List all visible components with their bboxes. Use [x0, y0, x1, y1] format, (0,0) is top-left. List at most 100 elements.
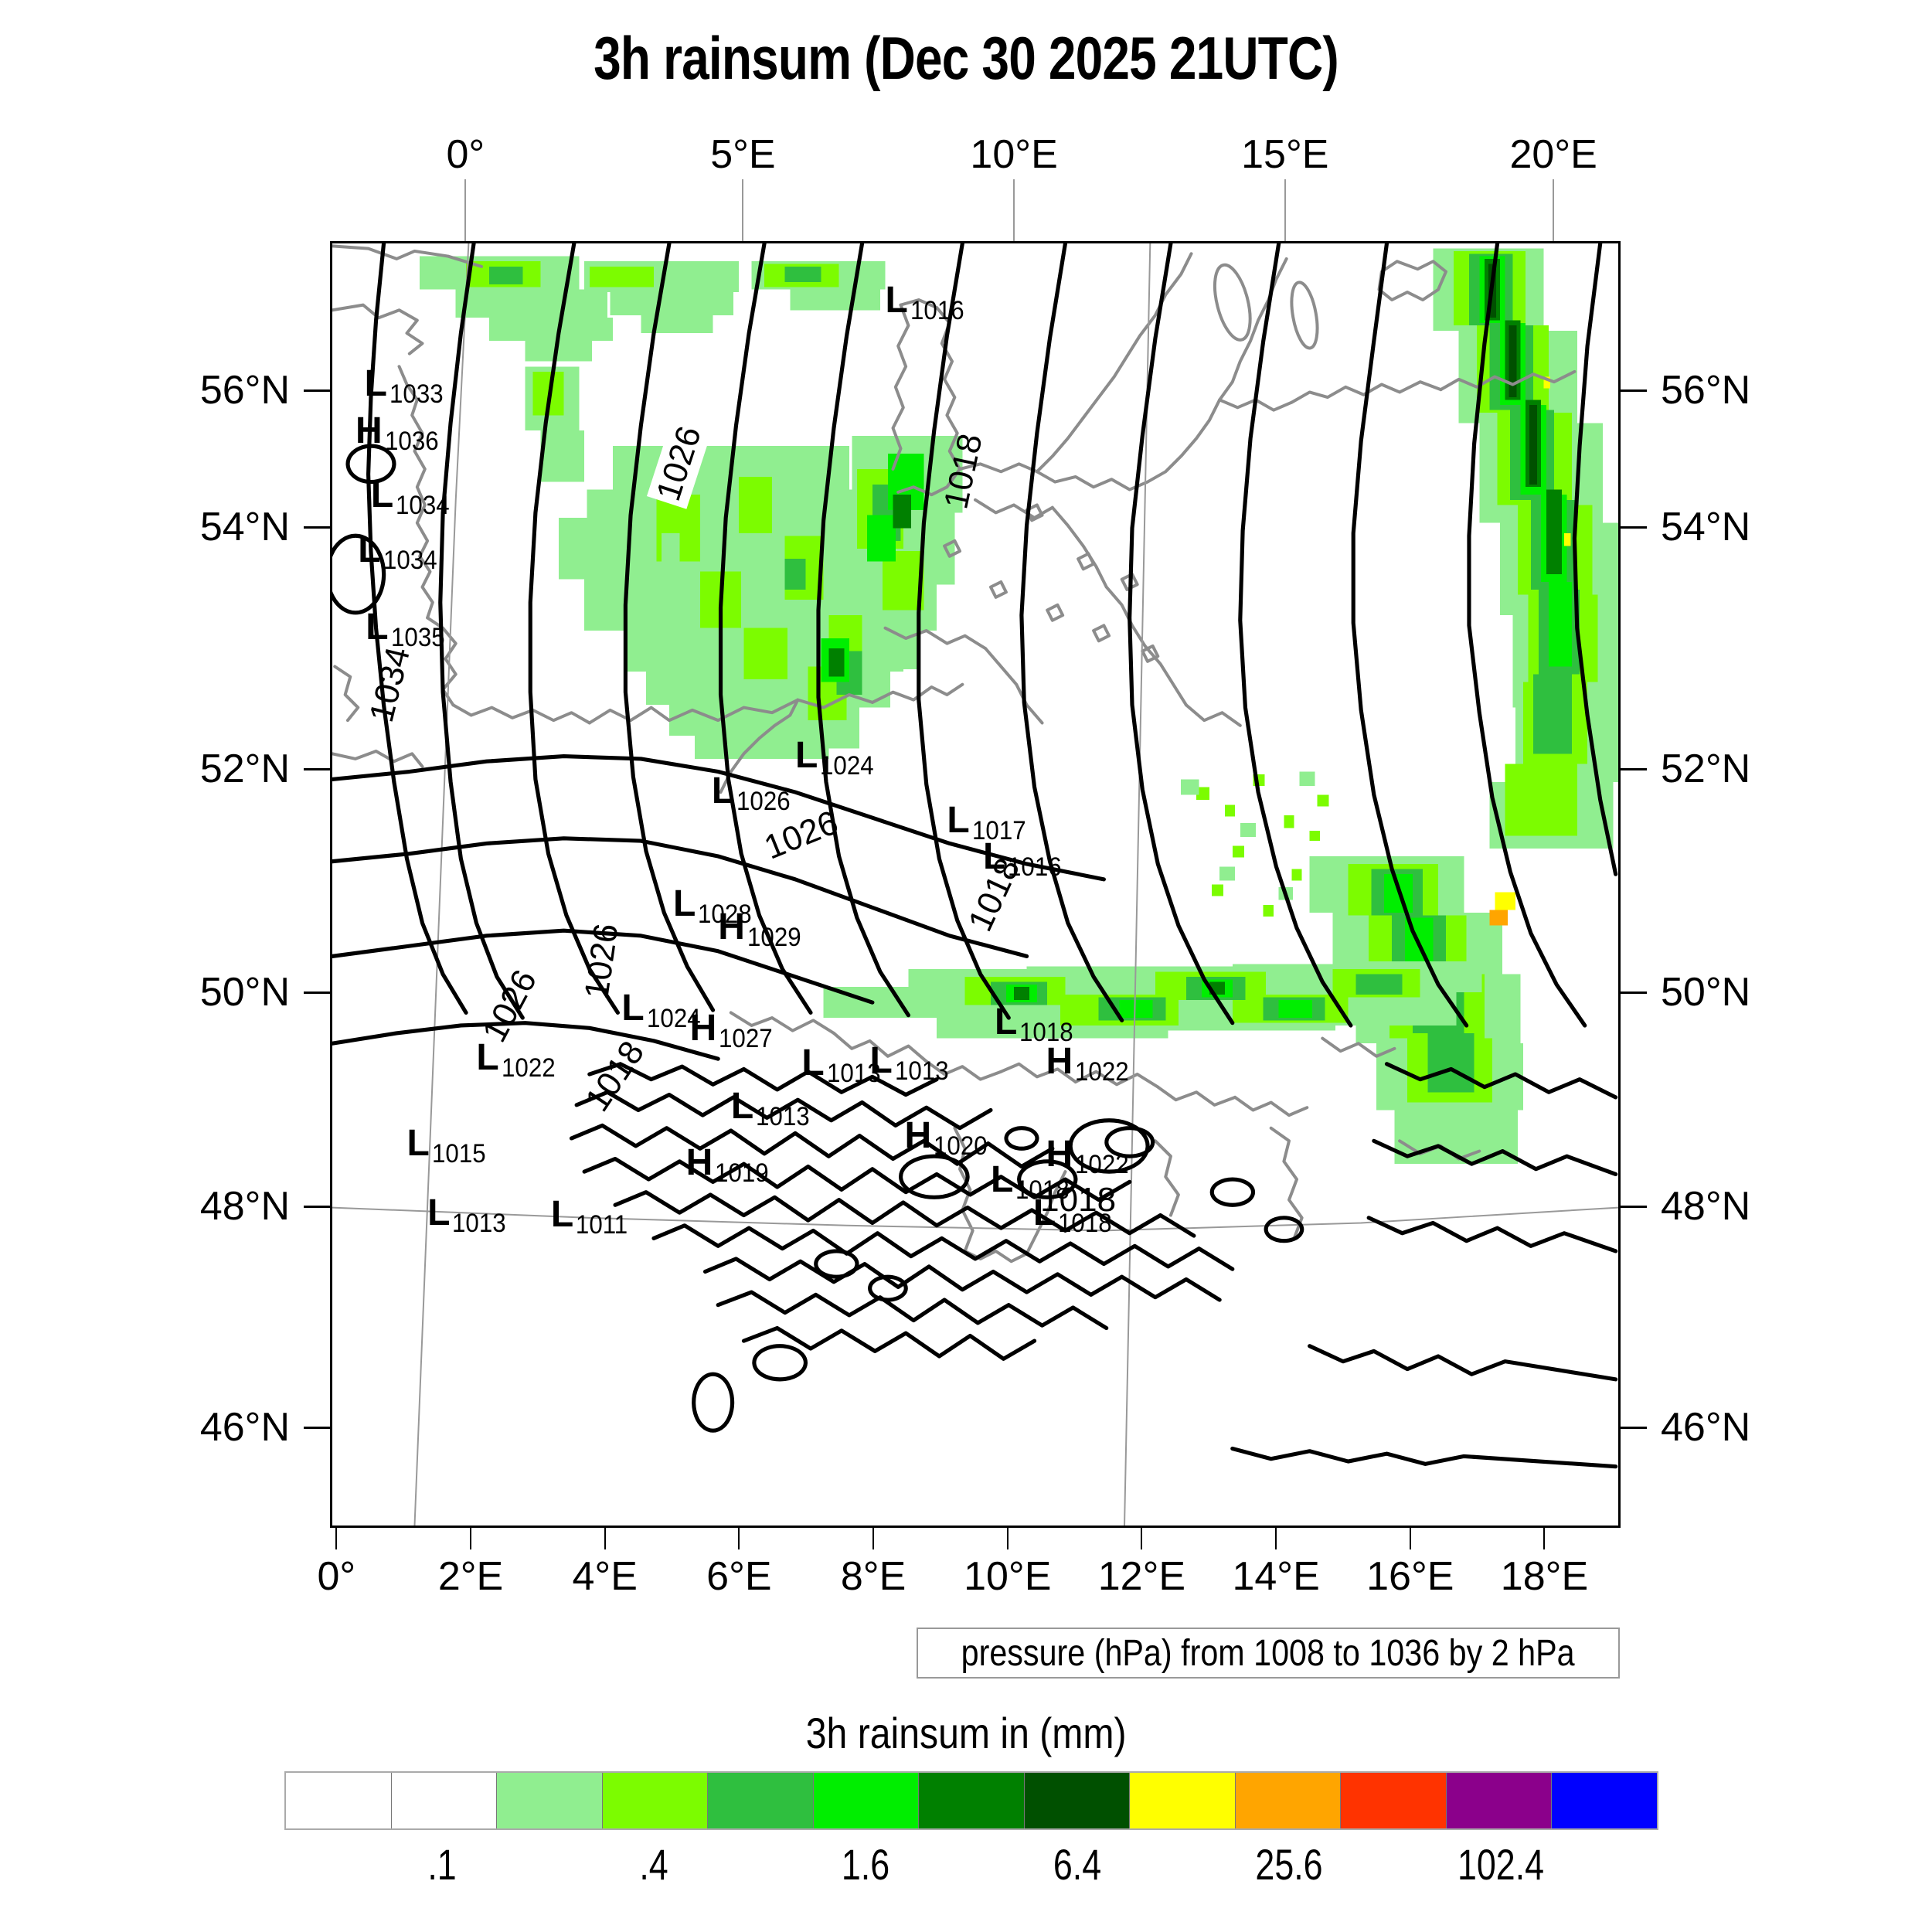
- colorbar-cell-5[interactable]: [813, 1773, 920, 1828]
- lon-tick-bottom-14°E: 14°E: [1232, 1554, 1320, 1599]
- map-frame[interactable]: L1033 H1036 L1034 L1034 L1035 L1016 L1024 L1026…: [330, 241, 1621, 1528]
- pressure-centre-l-1011: L1011: [550, 1193, 630, 1238]
- colorbar-cell-6[interactable]: [919, 1773, 1025, 1828]
- colorbar-cell-12[interactable]: [1552, 1773, 1657, 1828]
- colorbar-cell-2[interactable]: [497, 1773, 603, 1828]
- lat-tick-right-50°N: 50°N: [1661, 970, 1751, 1015]
- axis-tick-mark: [1621, 1205, 1647, 1208]
- precipitation-field: [420, 248, 1618, 1165]
- lon-tick-top-10°E: 10°E: [970, 132, 1058, 177]
- pressure-centre-value: 1016: [1008, 852, 1062, 882]
- colorbar-tick-.4: .4: [639, 1840, 668, 1889]
- axis-tick-mark: [1006, 1528, 1009, 1549]
- pressure-centre-type: H: [1046, 1133, 1073, 1175]
- pressure-centre-value: 1020: [934, 1131, 988, 1162]
- pressure-centre-value: 1019: [715, 1158, 769, 1189]
- axis-tick-mark: [335, 1528, 338, 1549]
- pressure-centre-h-1036: H1036: [355, 410, 440, 454]
- colorbar-title: 3h rainsum in (mm): [0, 1708, 1932, 1758]
- pressure-centre-type: L: [730, 1086, 754, 1128]
- pressure-centre-type: H: [685, 1142, 713, 1184]
- pressure-centre-value: 1013: [826, 1058, 881, 1088]
- pressure-centre-type: L: [869, 1039, 893, 1081]
- axis-tick-mark: [304, 389, 330, 393]
- colorbar-tick-1.6: 1.6: [841, 1840, 890, 1889]
- pressure-centre-type: L: [550, 1193, 574, 1235]
- pressure-centre-value: 1013: [452, 1208, 507, 1238]
- colorbar-cell-9[interactable]: [1235, 1773, 1342, 1828]
- pressure-centre-l-1034: L1034: [358, 532, 439, 574]
- pressure-contour-legend: pressure (hPa) from 1008 to 1036 by 2 hP…: [917, 1628, 1620, 1679]
- axis-tick-mark: [470, 1528, 472, 1549]
- colorbar-cell-10[interactable]: [1341, 1773, 1447, 1828]
- pressure-centre-value: 1016: [910, 295, 964, 325]
- axis-tick-mark: [604, 1528, 606, 1549]
- axis-tick-mark: [304, 767, 330, 770]
- lon-tick-bottom-18°E: 18°E: [1500, 1554, 1589, 1599]
- colorbar-tick-labels: .1 .4 1.6 6.4 25.6 102.4: [284, 1839, 1658, 1893]
- lon-tick-bottom-8°E: 8°E: [840, 1554, 906, 1599]
- lon-tick-top-20°E: 20°E: [1509, 132, 1597, 177]
- pressure-centre-type: L: [795, 734, 818, 776]
- colorbar-tick-6.4: 6.4: [1053, 1840, 1102, 1889]
- pressure-centre-type: H: [1046, 1041, 1073, 1083]
- pressure-centre-value: 1035: [390, 622, 445, 652]
- axis-tick-mark: [1284, 179, 1286, 241]
- pressure-centre-type: L: [994, 1001, 1018, 1043]
- pressure-centre-type: L: [672, 883, 696, 925]
- pressure-centre-type: L: [947, 800, 970, 842]
- axis-tick-mark: [304, 526, 330, 529]
- colorbar-cell-8[interactable]: [1130, 1773, 1236, 1828]
- pressure-centre-l-1022: L1022: [476, 1039, 557, 1082]
- lon-tick-bottom-2°E: 2°E: [437, 1554, 504, 1599]
- axis-tick-mark: [1275, 1528, 1277, 1549]
- pressure-centre-l-1018: L1018: [1033, 1194, 1114, 1236]
- lat-tick-left-54°N: 54°N: [199, 504, 290, 549]
- pressure-centre-l-1016: L1016: [886, 281, 967, 324]
- axis-tick-mark: [1621, 1427, 1647, 1430]
- pressure-centre-l-1018: L1018: [991, 1161, 1072, 1203]
- pressure-centre-h-1020: H1020: [904, 1117, 989, 1160]
- pressure-centre-l-1013: L1013: [801, 1044, 883, 1087]
- lat-tick-left-46°N: 46°N: [199, 1405, 290, 1451]
- colorbar[interactable]: [284, 1771, 1658, 1830]
- lat-tick-right-48°N: 48°N: [1661, 1183, 1751, 1229]
- lon-tick-bottom-4°E: 4°E: [572, 1554, 638, 1599]
- colorbar-cell-7[interactable]: [1024, 1773, 1131, 1828]
- axis-tick-mark: [738, 1528, 740, 1549]
- pressure-centre-value: 1022: [1075, 1057, 1129, 1087]
- isobar-label-1018: 1018: [1040, 1180, 1117, 1219]
- pressure-centre-value: 1018: [1058, 1208, 1112, 1238]
- pressure-centre-type: L: [427, 1192, 451, 1233]
- colorbar-cell-3[interactable]: [602, 1773, 709, 1828]
- axis-tick-mark: [1621, 526, 1647, 529]
- pressure-centre-type: H: [355, 410, 383, 451]
- axis-tick-mark: [304, 1427, 330, 1430]
- pressure-centre-l-1034: L1034: [370, 474, 452, 519]
- lon-tick-bottom-0°: 0°: [317, 1554, 356, 1599]
- pressure-centre-type: H: [689, 1008, 717, 1049]
- lon-tick-bottom-12°E: 12°E: [1097, 1554, 1186, 1599]
- isobar-contours: [332, 243, 1618, 1469]
- colorbar-cell-0[interactable]: [286, 1773, 392, 1828]
- lat-tick-left-52°N: 52°N: [199, 746, 290, 791]
- pressure-centre-l-1018: L1018: [994, 1001, 1076, 1046]
- colorbar-cell-1[interactable]: [391, 1773, 498, 1828]
- pressure-centre-type: L: [366, 606, 389, 648]
- axis-tick-mark: [1621, 767, 1647, 770]
- pressure-centre-l-1024: L1024: [621, 989, 702, 1032]
- colorbar-cell-11[interactable]: [1446, 1773, 1553, 1828]
- pressure-centre-value: 1034: [383, 546, 437, 576]
- pressure-centre-value: 1011: [576, 1209, 628, 1240]
- axis-tick-mark: [304, 992, 330, 995]
- lat-tick-left-56°N: 56°N: [199, 368, 290, 413]
- lon-tick-bottom-16°E: 16°E: [1366, 1554, 1454, 1599]
- pressure-centre-value: 1029: [747, 923, 801, 953]
- pressure-centre-h-1029: H1029: [718, 909, 803, 951]
- pressure-centre-l-1015: L1015: [407, 1125, 488, 1168]
- colorbar-cell-4[interactable]: [708, 1773, 814, 1828]
- colorbar-title-text: 3h rainsum in (mm): [805, 1709, 1127, 1757]
- pressure-centre-value: 1015: [431, 1139, 486, 1169]
- pressure-centre-type: L: [370, 474, 394, 515]
- colorbar-tick-25.6: 25.6: [1255, 1840, 1323, 1889]
